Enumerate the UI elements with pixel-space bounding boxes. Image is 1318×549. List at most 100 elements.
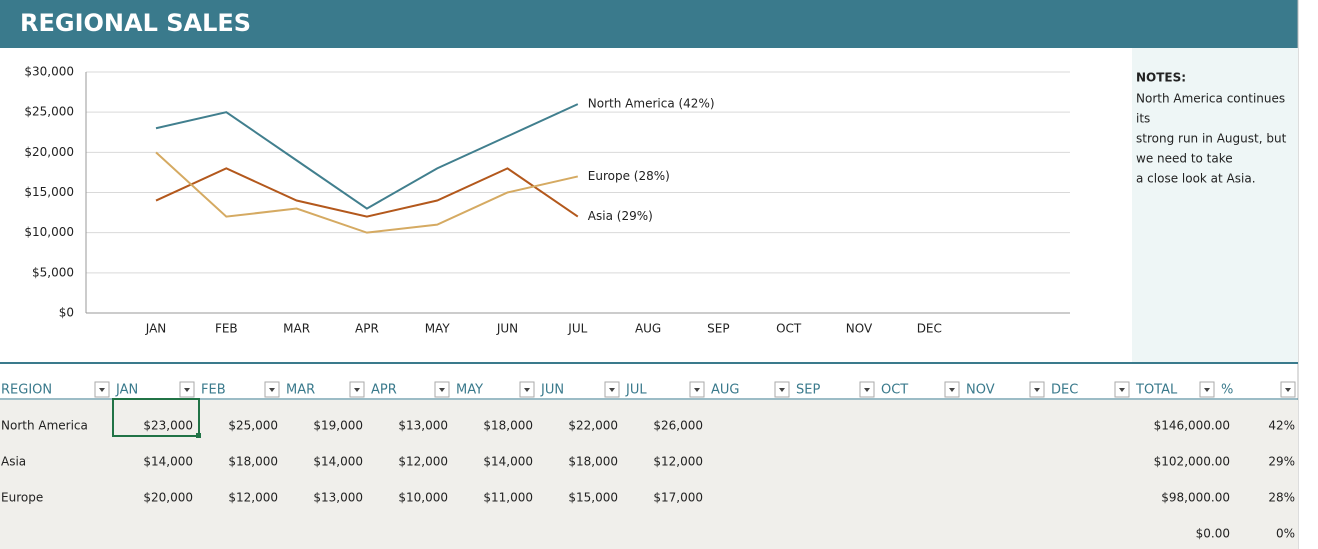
column-header: MAR [286, 383, 315, 398]
column-header: JUL [625, 383, 647, 398]
y-tick-label: $25,000 [24, 105, 74, 119]
series-line [155, 103, 579, 210]
total-cell: $0.00 [1196, 527, 1230, 541]
x-tick-label: APR [355, 322, 379, 336]
column-header: JUN [540, 383, 564, 398]
filter-arrow [354, 388, 360, 392]
x-tick-label: OCT [776, 322, 802, 336]
total-cell: $102,000.00 [1154, 455, 1230, 469]
column-header: REGION [1, 383, 52, 398]
y-tick-label: $5,000 [32, 265, 74, 279]
column-header: APR [371, 383, 397, 398]
column-header: DEC [1051, 383, 1078, 398]
month-cell: $18,000 [568, 455, 618, 469]
notes-line: North America continues [1136, 92, 1285, 106]
pct-cell: 42% [1268, 419, 1295, 433]
month-cell: $25,000 [228, 419, 278, 433]
x-tick-label: JAN [145, 322, 167, 336]
month-cell: $11,000 [483, 491, 533, 505]
month-cell: $18,000 [483, 419, 533, 433]
filter-arrow [779, 388, 785, 392]
filter-arrow [439, 388, 445, 392]
filter-arrow [609, 388, 615, 392]
region-cell: Europe [1, 491, 43, 505]
month-cell: $12,000 [228, 491, 278, 505]
column-header: SEP [796, 383, 820, 398]
notes-line: strong run in August, but [1136, 132, 1287, 146]
notes-line: we need to take [1136, 152, 1233, 166]
x-tick-label: JUN [496, 322, 518, 336]
total-cell: $146,000.00 [1154, 419, 1230, 433]
column-header: NOV [966, 383, 995, 398]
month-cell: $10,000 [398, 491, 448, 505]
filter-arrow [524, 388, 530, 392]
pct-cell: 29% [1268, 455, 1295, 469]
notes-line: its [1136, 112, 1150, 126]
column-header: MAY [456, 383, 483, 398]
table-body [0, 400, 1298, 549]
column-header: OCT [881, 383, 908, 398]
filter-arrow [184, 388, 190, 392]
notes-line: a close look at Asia. [1136, 172, 1256, 186]
month-cell: $14,000 [313, 455, 363, 469]
x-tick-label: AUG [635, 322, 661, 336]
selected-cell[interactable] [112, 398, 200, 437]
month-cell: $18,000 [228, 455, 278, 469]
notes-title: NOTES: [1136, 71, 1186, 85]
x-tick-label: JUL [567, 322, 587, 336]
column-header: AUG [711, 383, 739, 398]
month-cell: $22,000 [568, 419, 618, 433]
series-label: North America (42%) [588, 97, 715, 111]
filter-arrow [269, 388, 275, 392]
title: REGIONAL SALES [20, 9, 251, 37]
total-cell: $98,000.00 [1161, 491, 1230, 505]
y-tick-label: $15,000 [24, 185, 74, 199]
series-label: Asia (29%) [588, 209, 653, 223]
y-tick-label: $30,000 [24, 65, 74, 79]
month-cell: $15,000 [568, 491, 618, 505]
month-cell: $13,000 [313, 491, 363, 505]
column-header: JAN [115, 383, 138, 398]
series-line [155, 151, 579, 234]
month-cell: $12,000 [398, 455, 448, 469]
filter-arrow [1119, 388, 1125, 392]
filter-arrow [1285, 388, 1291, 392]
filter-arrow [1034, 388, 1040, 392]
right-strip [1298, 0, 1318, 549]
month-cell: $12,000 [653, 455, 703, 469]
x-tick-label: NOV [846, 322, 873, 336]
filter-arrow [694, 388, 700, 392]
fill-handle [196, 433, 201, 438]
month-cell: $23,000 [143, 419, 193, 433]
month-cell: $14,000 [483, 455, 533, 469]
y-tick-label: $20,000 [24, 145, 74, 159]
series-line [155, 167, 579, 218]
x-tick-label: MAR [283, 322, 310, 336]
region-cell: North America [1, 419, 88, 433]
month-cell: $20,000 [143, 491, 193, 505]
month-cell: $14,000 [143, 455, 193, 469]
x-tick-label: SEP [707, 322, 729, 336]
x-tick-label: DEC [917, 322, 942, 336]
y-tick-label: $10,000 [24, 225, 74, 239]
notes-panel [1132, 48, 1298, 362]
month-cell: $13,000 [398, 419, 448, 433]
column-header: FEB [201, 383, 226, 398]
filter-arrow [949, 388, 955, 392]
header-bar [0, 0, 1298, 48]
month-cell: $17,000 [653, 491, 703, 505]
month-cell: $19,000 [313, 419, 363, 433]
pct-cell: 0% [1276, 527, 1295, 541]
x-tick-label: MAY [425, 322, 451, 336]
x-tick-label: FEB [215, 322, 238, 336]
region-cell: Asia [1, 455, 26, 469]
y-tick-label: $0 [59, 306, 74, 320]
column-header: % [1221, 383, 1233, 398]
filter-arrow [1204, 388, 1210, 392]
series-label: Europe (28%) [588, 169, 670, 183]
pct-cell: 28% [1268, 491, 1295, 505]
filter-arrow [864, 388, 870, 392]
month-cell: $26,000 [653, 419, 703, 433]
